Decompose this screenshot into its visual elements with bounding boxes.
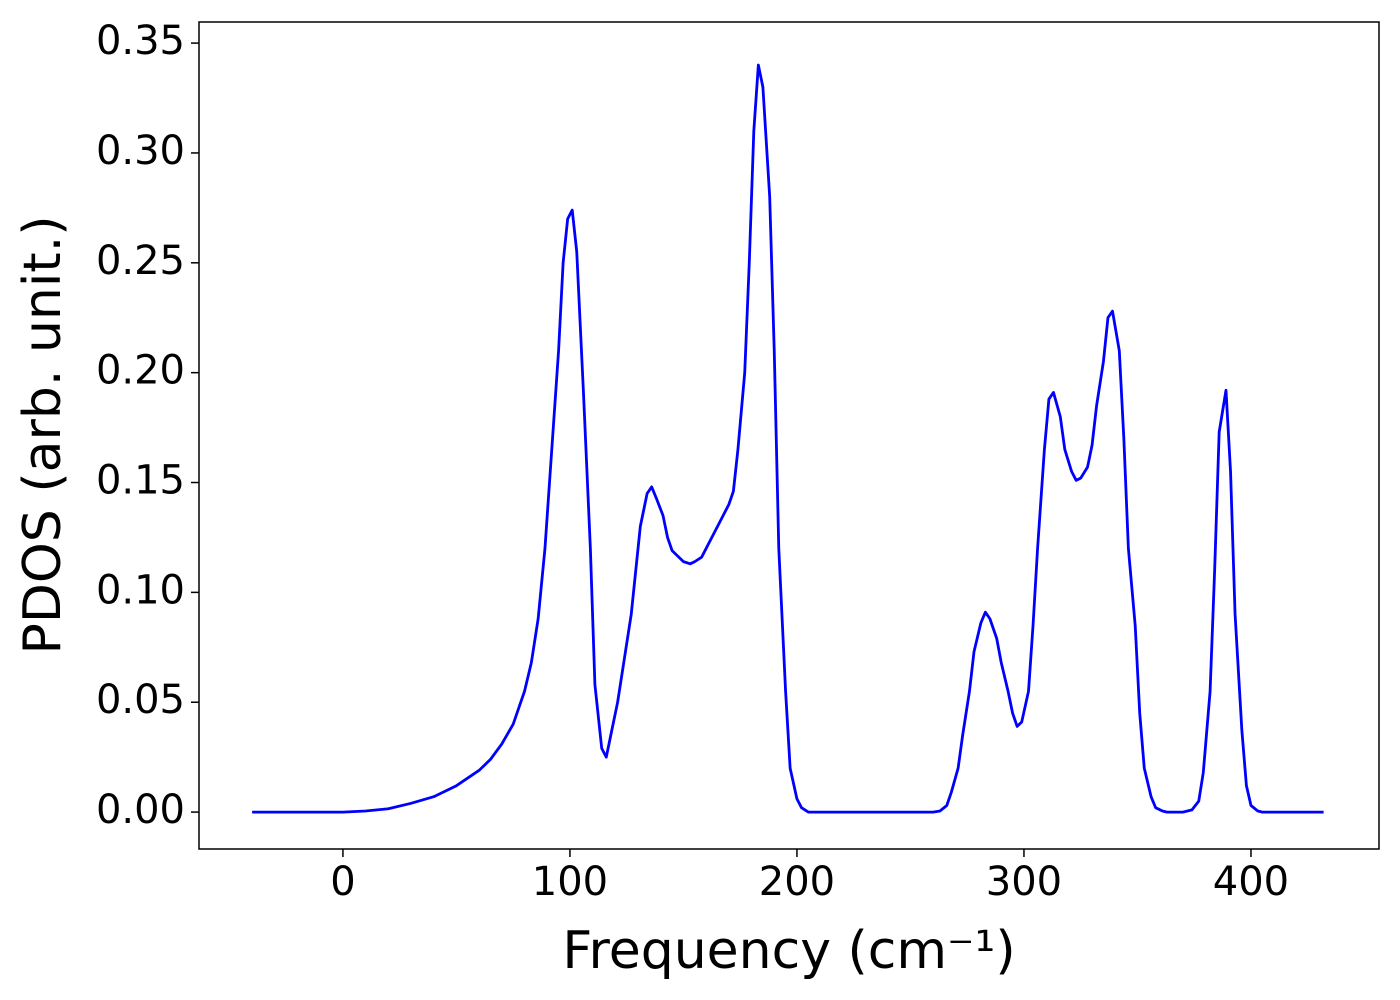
x-tick-label: 100 (532, 859, 608, 905)
x-tick-label: 0 (330, 859, 355, 905)
y-tick-label: 0.30 (96, 128, 185, 174)
x-tick-label: 400 (1213, 859, 1289, 905)
x-axis-label: Frequency (cm⁻¹) (562, 921, 1015, 981)
y-tick-label: 0.00 (96, 787, 185, 833)
y-tick-label: 0.05 (96, 677, 185, 723)
y-tick-label: 0.25 (96, 238, 185, 284)
y-tick-label: 0.10 (96, 567, 185, 613)
y-tick-label: 0.35 (96, 18, 185, 64)
y-tick-label: 0.20 (96, 348, 185, 394)
x-tick-label: 200 (759, 859, 835, 905)
y-tick-label: 0.15 (96, 458, 185, 504)
x-tick-label: 300 (986, 859, 1062, 905)
plot-frame (198, 21, 1380, 850)
data-line (252, 63, 1324, 814)
y-axis-label: PDOS (arb. unit.) (13, 215, 73, 654)
